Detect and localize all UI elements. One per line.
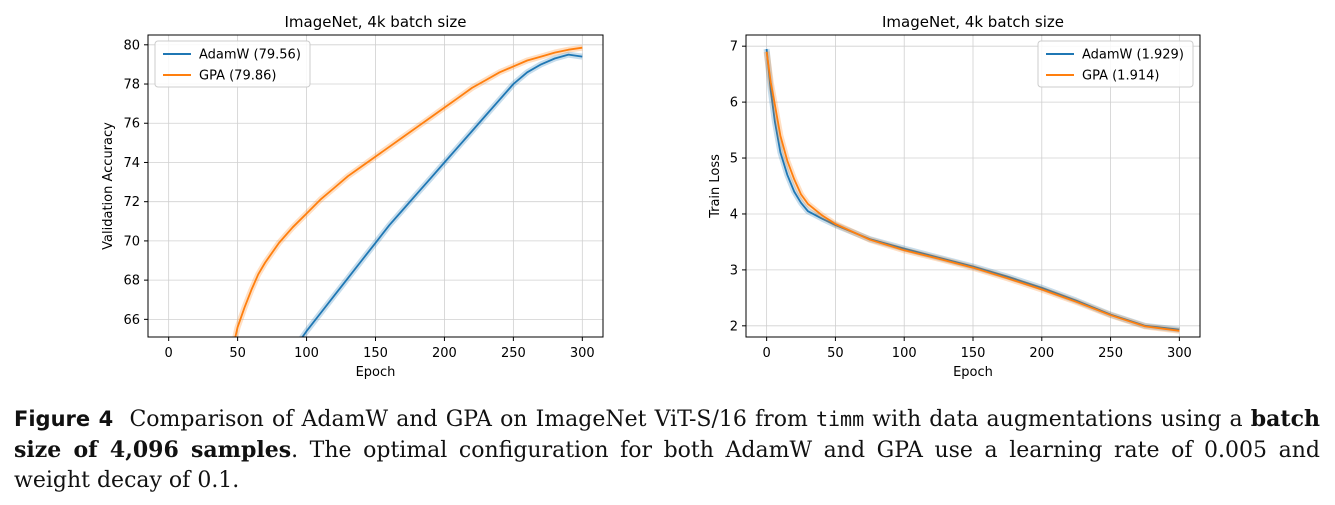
caption-label: Figure 4 (14, 407, 114, 431)
y-tick-label: 74 (123, 156, 140, 171)
y-tick-label: 6 (730, 96, 738, 111)
x-tick-label: 250 (501, 346, 526, 361)
x-tick-label: 300 (1167, 346, 1192, 361)
x-tick-label: 150 (961, 346, 986, 361)
figure-caption: Figure 4 Comparison of AdamW and GPA on … (14, 404, 1320, 496)
x-axis-label: Epoch (953, 365, 993, 380)
y-tick-label: 80 (123, 38, 140, 53)
x-tick-label: 0 (762, 346, 770, 361)
y-tick-label: 72 (123, 195, 140, 210)
legend-label: GPA (1.914) (1082, 69, 1159, 84)
legend-label: GPA (79.86) (199, 69, 276, 84)
x-tick-label: 50 (229, 346, 246, 361)
chart-2: 0 50 100 150 200 250 300 2 3 4 5 6 7 ImageNet, 4k bat… (708, 13, 1201, 380)
y-tick-label: 66 (123, 313, 140, 328)
y-tick-label: 7 (730, 40, 738, 55)
y-tick-label: 5 (730, 152, 738, 167)
series-band-2 (232, 44, 583, 337)
legend: AdamW (79.56) GPA (79.86) (154, 40, 311, 88)
legend-label: AdamW (79.56) (199, 48, 301, 63)
caption-text-1: Comparison of AdamW and GPA on ImageNet … (129, 407, 808, 432)
y-tick-label: 70 (123, 234, 140, 249)
series-band-1 (298, 51, 583, 337)
y-tick-label: 68 (123, 274, 140, 289)
x-tick-label: 200 (432, 346, 457, 361)
x-tick-label: 150 (363, 346, 388, 361)
y-tick-label: 78 (123, 78, 140, 93)
y-tick-label: 4 (730, 207, 738, 222)
legend-box (154, 40, 311, 88)
x-tick-label: 100 (892, 346, 917, 361)
y-axis-label: Validation Accuracy (101, 122, 116, 250)
x-tick-label: 50 (827, 346, 844, 361)
x-tick-label: 300 (570, 346, 595, 361)
chart-title: ImageNet, 4k batch size (284, 13, 466, 31)
x-tick-label: 250 (1098, 346, 1123, 361)
chart-title: ImageNet, 4k batch size (882, 13, 1064, 31)
caption-bold: batch size of 4,096 samples (14, 406, 1320, 463)
x-tick-label: 0 (165, 346, 173, 361)
x-tick-label: 100 (294, 346, 319, 361)
legend: AdamW (1.929) GPA (1.914) (1037, 40, 1194, 88)
y-axis-label: Train Loss (708, 154, 723, 219)
x-tick-label: 200 (1029, 346, 1054, 361)
series-line-1 (301, 53, 583, 337)
caption-text-2: with data augmentations using a (872, 407, 1243, 432)
caption-code: timm (815, 407, 865, 431)
caption-text-3: . The optimal configuration for both Ada… (14, 438, 1320, 493)
chart-1: 0 50 100 150 200 250 300 66 68 70 72 74 76 78 80 ImageN… (101, 13, 604, 380)
series-line-2 (234, 46, 583, 337)
series-line-2 (765, 51, 1180, 332)
y-tick-label: 3 (730, 263, 738, 278)
y-tick-label: 2 (730, 319, 738, 334)
legend-label: AdamW (1.929) (1082, 48, 1184, 63)
figure: 0 50 100 150 200 250 3006668707274767880ImageN… (101, 13, 1201, 380)
x-axis-label: Epoch (356, 365, 396, 380)
y-tick-label: 76 (123, 117, 140, 132)
legend-box (1037, 40, 1194, 88)
